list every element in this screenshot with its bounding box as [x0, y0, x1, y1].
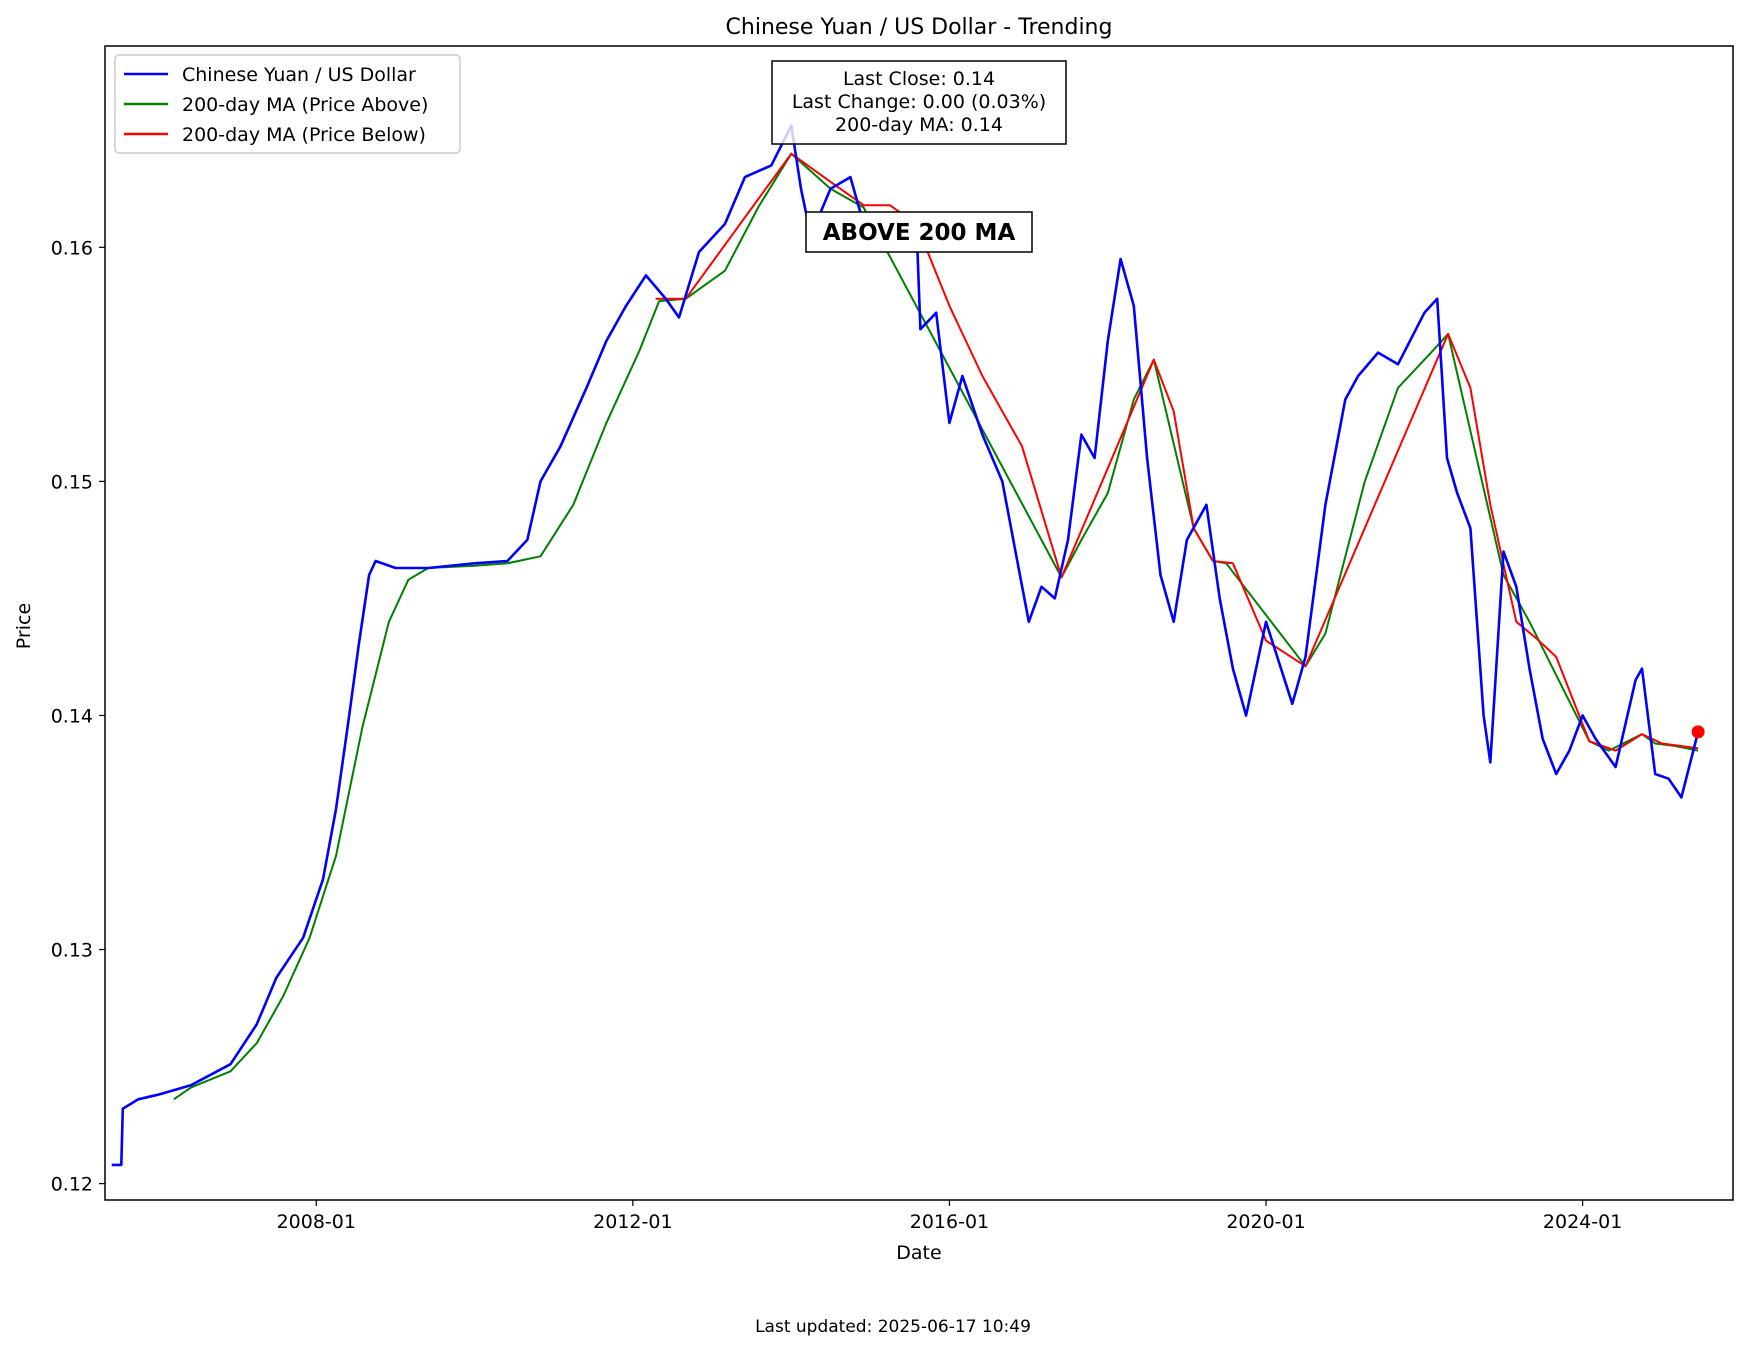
y-tick-label: 0.15	[51, 471, 93, 493]
y-axis-label: Price	[13, 603, 35, 649]
plot-frame	[104, 45, 1734, 1201]
y-tick-label: 0.14	[51, 705, 93, 727]
status-box-frame	[805, 211, 1033, 253]
legend-box	[114, 54, 461, 154]
info-box-frame	[771, 60, 1067, 145]
series-lines	[111, 124, 1705, 1167]
info-ma-value: 200-day MA: 0.14	[835, 114, 1003, 136]
legend: Chinese Yuan / US Dollar 200-day MA (Pri…	[114, 54, 461, 154]
x-tick-label: 2024-01	[1543, 1211, 1622, 1233]
last-updated: Last updated: 2025-06-17 10:49	[755, 1317, 1031, 1337]
legend-entry-price: Chinese Yuan / US Dollar	[182, 64, 416, 86]
y-tick-label: 0.16	[51, 237, 93, 259]
status-label: ABOVE 200 MA	[823, 220, 1016, 246]
y-tick-label: 0.13	[51, 940, 93, 962]
last-close-marker	[1691, 725, 1705, 739]
info-last-change: Last Change: 0.00 (0.03%)	[792, 91, 1046, 113]
info-box: Last Close: 0.14 Last Change: 0.00 (0.03…	[771, 60, 1067, 145]
legend-entry-ma-below: 200-day MA (Price Below)	[182, 124, 426, 146]
y-tick-label: 0.12	[51, 1174, 93, 1196]
x-tick-label: 2012-01	[593, 1211, 672, 1233]
plot-area	[104, 45, 1734, 1201]
info-last-close: Last Close: 0.14	[843, 68, 995, 90]
status-box: ABOVE 200 MA	[805, 211, 1033, 253]
axis-ticks: 2008-01 2012-01 2016-01 2020-01 2024-01 0.12 0…	[51, 237, 1623, 1233]
chart-title: Chinese Yuan / US Dollar - Trending	[726, 15, 1113, 40]
series-line-ma-above	[173, 152, 1699, 1101]
x-tick-label: 2016-01	[910, 1211, 989, 1233]
legend-entry-ma-above: 200-day MA (Price Above)	[182, 94, 428, 116]
x-tick-label: 2008-01	[277, 1211, 356, 1233]
series-line-price	[111, 124, 1700, 1167]
x-axis-label: Date	[896, 1242, 941, 1264]
series-line-ma-below	[655, 152, 1699, 752]
x-tick-label: 2020-01	[1226, 1211, 1305, 1233]
